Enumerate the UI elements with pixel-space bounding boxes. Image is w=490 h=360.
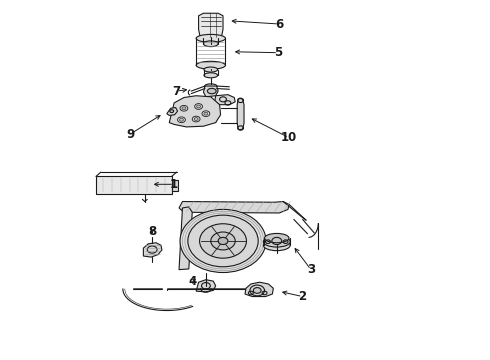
Polygon shape — [169, 96, 220, 127]
Polygon shape — [215, 95, 235, 105]
Text: 9: 9 — [126, 127, 134, 141]
Circle shape — [204, 112, 208, 115]
Circle shape — [253, 288, 261, 293]
Circle shape — [199, 224, 246, 258]
Circle shape — [179, 118, 183, 121]
Text: 1: 1 — [170, 178, 178, 191]
Polygon shape — [144, 243, 162, 257]
Bar — [172, 180, 177, 191]
Text: 4: 4 — [188, 275, 196, 288]
Ellipse shape — [204, 67, 218, 72]
Polygon shape — [245, 282, 273, 297]
Bar — [96, 176, 172, 194]
Polygon shape — [203, 86, 218, 97]
Text: 8: 8 — [148, 225, 156, 238]
Circle shape — [182, 107, 186, 110]
Text: 5: 5 — [274, 46, 282, 59]
Text: 6: 6 — [275, 18, 283, 31]
Circle shape — [194, 118, 198, 121]
Circle shape — [180, 210, 266, 273]
Circle shape — [188, 215, 258, 267]
Ellipse shape — [204, 73, 218, 78]
Ellipse shape — [196, 35, 225, 42]
Ellipse shape — [205, 84, 217, 88]
Ellipse shape — [203, 41, 218, 46]
Circle shape — [170, 110, 173, 113]
Polygon shape — [167, 108, 177, 116]
Polygon shape — [179, 207, 192, 270]
Text: 2: 2 — [298, 290, 307, 303]
Ellipse shape — [207, 88, 216, 94]
Polygon shape — [198, 13, 223, 37]
Text: 7: 7 — [172, 85, 181, 98]
Polygon shape — [196, 280, 216, 292]
Ellipse shape — [196, 61, 225, 69]
Text: 3: 3 — [307, 263, 315, 276]
Circle shape — [211, 232, 235, 250]
Ellipse shape — [263, 236, 290, 247]
Ellipse shape — [263, 240, 290, 251]
Text: 10: 10 — [281, 131, 297, 144]
Polygon shape — [237, 98, 244, 130]
Ellipse shape — [265, 233, 289, 243]
Circle shape — [196, 105, 200, 108]
Circle shape — [218, 237, 228, 244]
Polygon shape — [179, 202, 289, 213]
